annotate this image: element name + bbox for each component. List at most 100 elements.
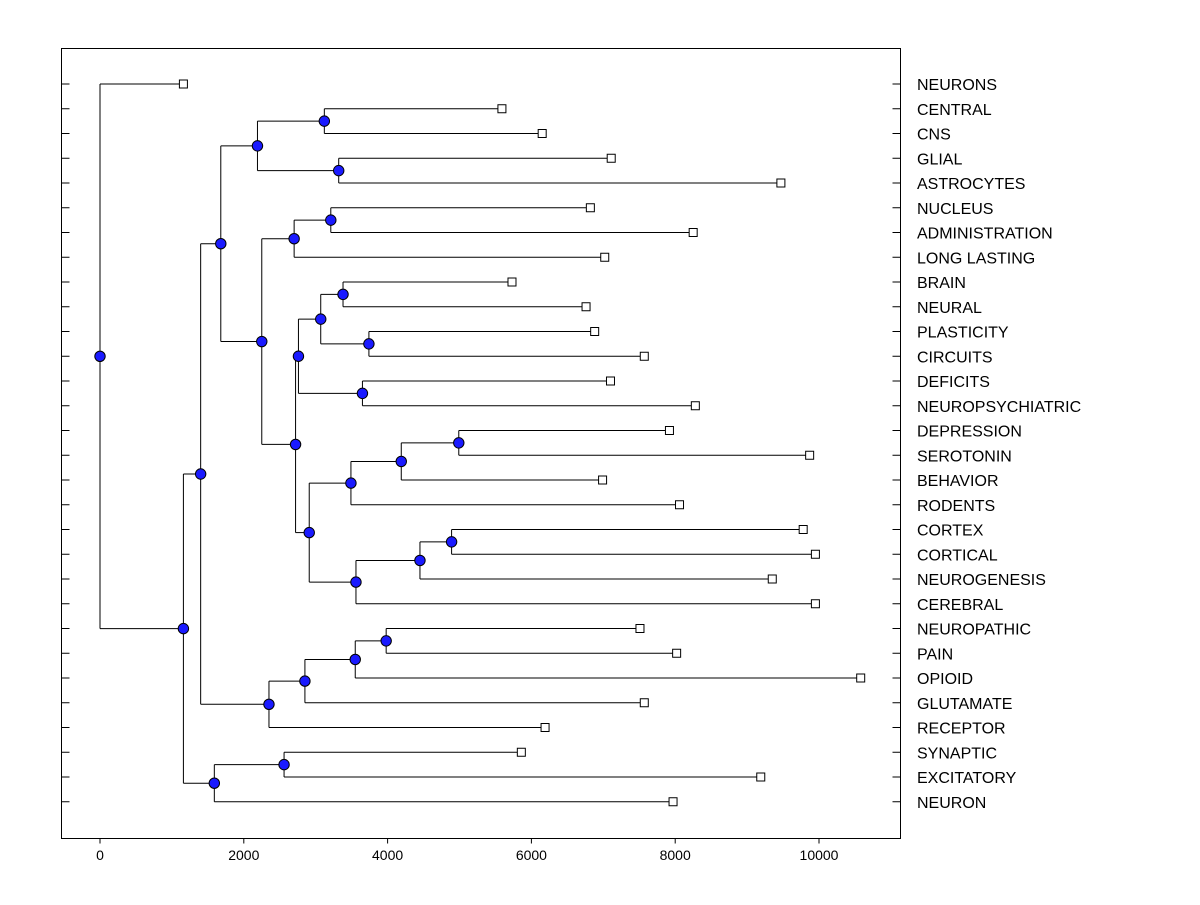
leaf-label-opioid: OPIOID	[917, 671, 973, 688]
node-marker-n_neuro_opioid	[349, 653, 361, 666]
leaf-label-cns: CNS	[917, 127, 951, 144]
node-marker-n_brain_depr	[289, 438, 302, 451]
leaf-label-rodents: RODENTS	[917, 498, 995, 515]
node-marker-n_root	[94, 350, 106, 362]
leaf-label-depression: DEPRESSION	[917, 424, 1022, 441]
x-axis: 0 2000 4000 6000 8000 10000	[96, 838, 839, 863]
leaf-marker-neurogenesis	[767, 574, 777, 584]
leaf-marker-neurons	[178, 79, 188, 89]
leaf-marker-neuropathic	[635, 624, 645, 633]
node-marker-n_cns_group	[251, 140, 264, 152]
node-marker-n_syn_neuron	[208, 777, 221, 789]
node-marker-n_brain_group	[315, 313, 327, 325]
leaf-marker-plasticity	[590, 327, 600, 336]
leaf-marker-rodents	[675, 500, 685, 510]
leaf-marker-neural	[581, 302, 591, 312]
leaf-marker-cerebral	[810, 599, 820, 609]
leaf-markers	[178, 79, 866, 807]
x-tick-label-2000: 2000	[228, 847, 259, 863]
x-tick-label-8000: 8000	[660, 847, 691, 863]
node-marker-n_brain_deficits	[292, 350, 305, 362]
x-tick-label-4000: 4000	[372, 847, 403, 863]
leaf-label-deficits: DEFICITS	[917, 374, 990, 391]
leaf-marker-neuropsychiatric	[690, 401, 700, 411]
node-marker-n_big_pain	[194, 468, 207, 480]
left-tick-marks	[61, 83, 70, 803]
leaf-label-nucleus: NUCLEUS	[917, 201, 993, 218]
node-marker-n_depr_cortex	[303, 526, 315, 539]
leaf-label-central: CENTRAL	[917, 102, 992, 119]
leaf-label-neuropsychiatric: NEUROPSYCHIATRIC	[917, 399, 1081, 416]
x-tick-label-10000: 10000	[800, 847, 839, 863]
leaf-label-cerebral: CEREBRAL	[917, 597, 1003, 614]
leaf-label-cortex: CORTEX	[917, 523, 984, 540]
node-marker-n_syn_exc	[278, 758, 290, 771]
leaf-label-glial: GLIAL	[917, 151, 962, 168]
leaf-label-plasticity: PLASTICITY	[917, 325, 1009, 342]
node-marker-n_big_syn	[177, 622, 190, 635]
node-marker-n_glial_astro	[333, 164, 345, 177]
leaf-label-behavior: BEHAVIOR	[917, 473, 999, 490]
leaf-marker-glutamate	[639, 698, 649, 708]
leaf-label-excitatory: EXCITATORY	[917, 770, 1017, 787]
right-tick-marks	[892, 83, 901, 803]
node-marker-n_central_nucleus	[215, 238, 227, 250]
node-marker-n_cortex_cerebral	[350, 576, 362, 588]
plot-frame	[61, 48, 901, 839]
leaf-marker-serotonin	[805, 450, 815, 460]
leaf-label-circuits: CIRCUITS	[917, 349, 993, 366]
leaf-label-neural: NEURAL	[917, 300, 982, 317]
leaf-label-long-lasting: LONG LASTING	[917, 250, 1035, 267]
leaf-marker-administration	[688, 228, 698, 237]
leaf-marker-receptor	[540, 723, 550, 732]
leaf-marker-cortical	[810, 549, 820, 559]
leaf-marker-behavior	[598, 475, 608, 485]
leaf-label-neuron: NEURON	[917, 795, 986, 812]
leaf-marker-excitatory	[756, 772, 766, 782]
leaf-label-astrocytes: ASTROCYTES	[917, 176, 1025, 193]
node-marker-n_depr_rodents	[345, 477, 357, 489]
leaf-marker-opioid	[856, 673, 866, 683]
leaf-label-synaptic: SYNAPTIC	[917, 745, 997, 762]
leaf-marker-astrocytes	[776, 178, 786, 188]
leaf-marker-circuits	[639, 351, 649, 361]
leaf-label-administration: ADMINISTRATION	[917, 226, 1053, 243]
leaf-marker-cortex	[798, 525, 808, 534]
node-marker-n_nucleus_group	[288, 232, 300, 245]
node-marker-n_neuro_receptor	[263, 698, 275, 710]
node-marker-n_central_cns	[318, 115, 331, 127]
leaf-label-glutamate: GLUTAMATE	[917, 696, 1012, 713]
leaf-label-neurogenesis: NEUROGENESIS	[917, 572, 1046, 589]
leaf-label-receptor: RECEPTOR	[917, 721, 1006, 738]
node-marker-n_cortex_neurog	[414, 554, 426, 567]
node-marker-n_deficits	[356, 387, 369, 400]
node-marker-n_neuro_pain	[380, 635, 392, 647]
leaf-marker-long-lasting	[600, 252, 610, 262]
leaf-label-neurons: NEURONS	[917, 77, 997, 94]
leaf-marker-brain	[507, 277, 517, 287]
node-marker-n_neuro_glut	[299, 675, 311, 687]
leaf-label-brain: BRAIN	[917, 275, 966, 292]
leaf-marker-neuron	[668, 797, 678, 807]
x-tick-label-0: 0	[96, 847, 104, 863]
leaf-marker-glial	[606, 153, 616, 163]
node-marker-n_cortex_cortical	[445, 536, 458, 548]
leaf-marker-depression	[664, 426, 674, 435]
leaf-marker-cns	[537, 129, 547, 138]
leaf-marker-deficits	[605, 376, 615, 386]
leaf-label-pain: PAIN	[917, 646, 953, 663]
leaf-labels: NEURONS CENTRAL CNS GLIAL ASTROCYTES NUCLEUS A…	[917, 77, 1081, 812]
merge-node-markers	[94, 115, 465, 789]
leaf-marker-nucleus	[585, 203, 595, 213]
node-marker-n_plast_circ	[363, 338, 375, 350]
node-marker-n_brain_neural	[337, 288, 349, 301]
leaf-marker-central	[497, 104, 507, 114]
node-marker-n_nucleus_brain	[256, 335, 268, 348]
leaf-marker-pain	[672, 648, 682, 658]
leaf-label-neuropathic: NEUROPATHIC	[917, 622, 1031, 639]
leaf-label-serotonin: SEROTONIN	[917, 448, 1012, 465]
node-marker-n_depr_behav	[395, 455, 407, 468]
leaf-label-cortical: CORTICAL	[917, 547, 998, 564]
